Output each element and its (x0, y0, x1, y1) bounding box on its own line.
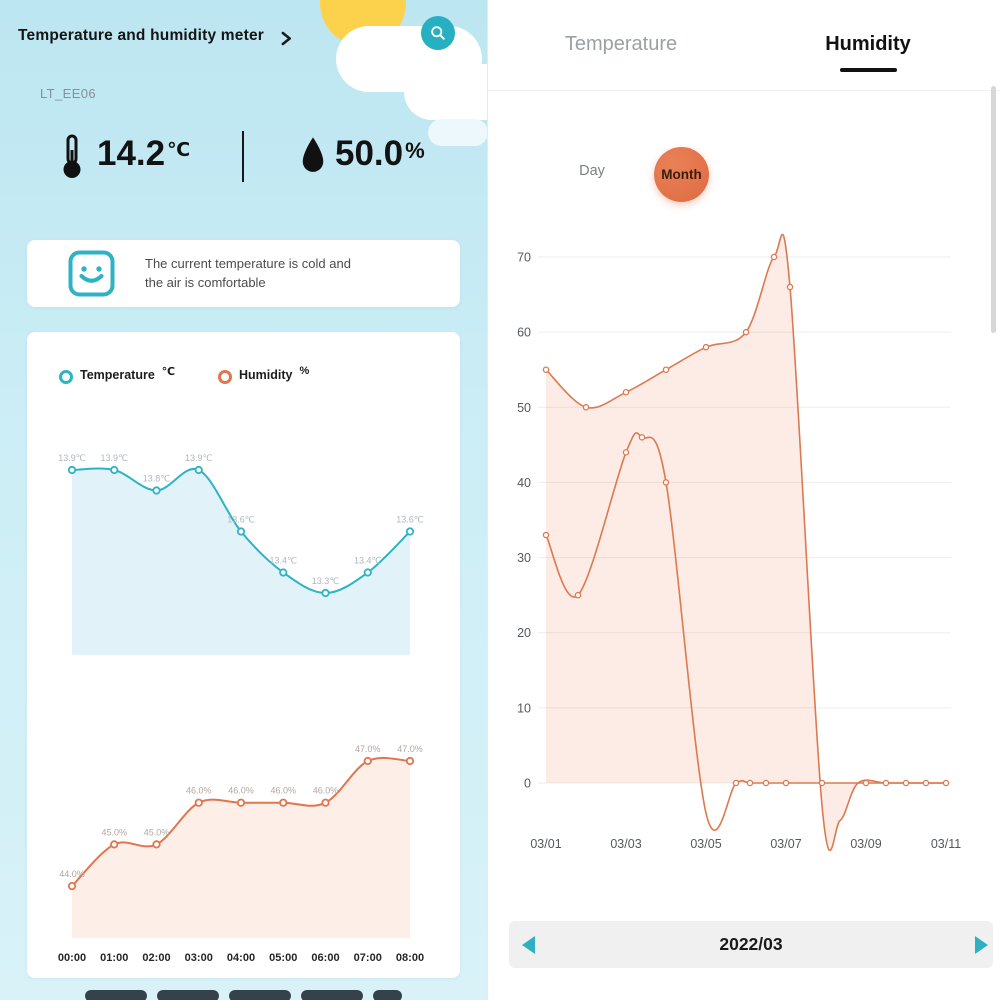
x-axis-label: 04:00 (226, 952, 256, 964)
scrollbar-segment[interactable] (229, 990, 291, 1000)
thermometer-icon (63, 134, 81, 178)
humidity-value: 50.0 (335, 134, 404, 173)
humidity-unit: % (405, 138, 425, 163)
svg-text:13.6℃: 13.6℃ (227, 515, 255, 525)
svg-text:30: 30 (517, 551, 531, 565)
chevron-right-icon[interactable] (281, 31, 292, 46)
humidity-month-chart: 0 10 20 30 40 50 60 70 03/01 03/03 03/05 03/07 03/09… (517, 233, 961, 852)
svg-text:13.4℃: 13.4℃ (269, 556, 297, 566)
tab-humidity[interactable]: Humidity (825, 33, 911, 55)
day-toggle-button[interactable]: Day (579, 163, 605, 179)
tabs-divider (488, 90, 1000, 91)
date-label: 2022/03 (719, 934, 783, 954)
svg-text:0: 0 (524, 777, 531, 791)
search-button[interactable] (421, 16, 455, 50)
legend-temperature-label: Temperature (80, 368, 155, 382)
svg-text:60: 60 (517, 326, 531, 340)
scrollbar-segment[interactable] (301, 990, 363, 1000)
tab-temperature[interactable]: Temperature (564, 33, 678, 55)
legend-temperature-ring-icon (59, 370, 73, 384)
svg-text:20: 20 (517, 626, 531, 640)
svg-text:40: 40 (517, 476, 531, 490)
date-navigator: 2022/03 (509, 921, 993, 968)
x-axis-label: 00:00 (57, 952, 87, 964)
x-axis-label: 02:00 (142, 952, 171, 964)
small-cloud-icon (428, 119, 487, 146)
legend-humidity: Humidity % (218, 365, 310, 384)
active-tab-underline (840, 68, 897, 72)
scrollbar-segment[interactable] (157, 990, 219, 1000)
search-icon (431, 26, 445, 40)
svg-text:03/05: 03/05 (690, 837, 721, 851)
water-drop-icon (302, 137, 324, 172)
scrollbar-segment[interactable] (373, 990, 402, 1000)
temperature-reading: 14.2 ℃ (97, 134, 190, 174)
x-axis-label: 01:00 (100, 952, 129, 964)
reading-divider (242, 131, 244, 182)
svg-text:13.3℃: 13.3℃ (312, 576, 340, 586)
svg-text:47.0%: 47.0% (397, 744, 423, 754)
svg-text:13.6℃: 13.6℃ (396, 515, 424, 525)
status-message: The current temperature is cold and the … (145, 254, 351, 292)
svg-text:45.0%: 45.0% (101, 827, 127, 837)
legend-temperature: Temperature ℃ (59, 366, 176, 384)
svg-text:13.4℃: 13.4℃ (354, 556, 382, 566)
svg-text:13.9℃: 13.9℃ (58, 453, 86, 463)
svg-text:03/11: 03/11 (931, 837, 961, 851)
legend-temperature-unit: ℃ (161, 366, 176, 378)
x-axis-label: 06:00 (311, 952, 340, 964)
temperature-line-chart: 13.9℃ 13.9℃ 13.8℃ 13.9℃ 13.6℃ 13.4℃ 13.3℃ 13.4℃… (58, 453, 424, 655)
svg-text:46.0%: 46.0% (186, 786, 212, 796)
temperature-unit: ℃ (167, 140, 191, 161)
legend-humidity-unit: % (299, 365, 310, 377)
svg-text:44.0%: 44.0% (59, 869, 85, 879)
previous-month-button[interactable] (522, 935, 535, 954)
svg-text:13.8℃: 13.8℃ (143, 474, 171, 484)
svg-text:46.0%: 46.0% (313, 786, 339, 796)
legend-humidity-ring-icon (218, 370, 232, 384)
svg-text:10: 10 (517, 701, 531, 715)
humidity-reading: 50.0% (335, 134, 425, 174)
x-axis-label: 07:00 (353, 952, 382, 964)
svg-text:50: 50 (517, 401, 531, 415)
svg-text:46.0%: 46.0% (228, 786, 254, 796)
vertical-scrollbar[interactable] (991, 86, 996, 333)
left-panel: Temperature and humidity meter LT_EE06 1… (0, 0, 487, 1000)
svg-text:46.0%: 46.0% (270, 786, 296, 796)
status-message-line1: The current temperature is cold and (145, 256, 351, 271)
x-axis-label: 05:00 (269, 952, 298, 964)
status-message-line2: the air is comfortable (145, 275, 266, 290)
month-toggle-button[interactable]: Month (654, 147, 709, 202)
legend-humidity-label: Humidity (239, 368, 293, 382)
svg-text:13.9℃: 13.9℃ (185, 453, 213, 463)
svg-text:47.0%: 47.0% (355, 744, 381, 754)
svg-text:03/07: 03/07 (770, 837, 801, 851)
svg-text:13.9℃: 13.9℃ (100, 453, 128, 463)
x-axis-label: 08:00 (395, 952, 425, 964)
svg-text:03/03: 03/03 (610, 837, 641, 851)
x-axis-label: 03:00 (184, 952, 213, 964)
svg-text:03/01: 03/01 (530, 837, 561, 851)
right-panel: Temperature Humidity Day Month 0 10 20 30 40… (487, 0, 1000, 1000)
cloud-icon (404, 64, 487, 120)
page-title: Temperature and humidity meter (18, 27, 265, 44)
temperature-value: 14.2 (97, 134, 166, 173)
svg-text:45.0%: 45.0% (144, 827, 170, 837)
status-card: The current temperature is cold and the … (27, 240, 460, 307)
scrollbar-segment[interactable] (85, 990, 147, 1000)
smiley-face-icon (68, 250, 115, 297)
next-month-button[interactable] (975, 935, 988, 954)
svg-text:03/09: 03/09 (850, 837, 881, 851)
device-id: LT_EE06 (40, 86, 97, 101)
humidity-line-chart: 44.0% 45.0% 45.0% 46.0% 46.0% 46.0% 46.0% 47.0%… (59, 744, 423, 938)
svg-text:70: 70 (517, 250, 531, 264)
chart-x-axis-labels: 00:00 01:00 02:00 03:00 04:00 05:00 06:00 07:00… (30, 952, 454, 968)
